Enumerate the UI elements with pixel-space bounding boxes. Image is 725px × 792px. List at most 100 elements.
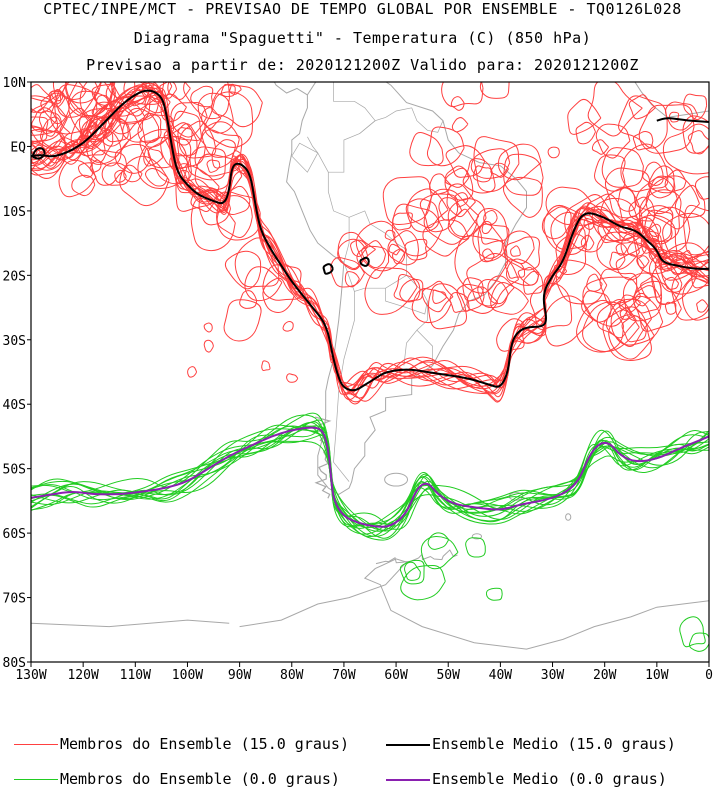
member-contour-15	[605, 298, 652, 347]
member-contour-15	[654, 250, 699, 293]
coastline-antarctic-peninsula	[375, 549, 458, 565]
member-contour-15	[67, 82, 113, 118]
ensemble-mean-line-15	[31, 89, 709, 392]
member-contour-15	[52, 82, 100, 118]
member-contour-15	[490, 282, 529, 315]
member-contour-15	[404, 238, 428, 261]
legend-swatch	[14, 779, 58, 780]
member-contour-15	[580, 234, 595, 251]
member-contour-0	[404, 561, 421, 581]
member-contour-15	[187, 366, 198, 378]
member-contour-15	[111, 82, 136, 99]
y-tick-label: 10S	[3, 205, 26, 220]
y-tick-label: 50S	[3, 463, 26, 478]
member-contour-15	[595, 123, 631, 159]
member-contour-15	[39, 110, 63, 137]
member-contour-15	[262, 264, 302, 301]
member-contour-15	[426, 126, 465, 167]
member-contour-15	[490, 162, 509, 178]
member-contour-15	[477, 223, 510, 263]
axes-group: 130W 120W 110W 100W 90W 80W 70W 60W 50W 40W 30W 20W…	[3, 76, 713, 683]
member-line-0	[31, 421, 709, 538]
y-tick-label: 30S	[3, 334, 26, 349]
member-contour-0	[427, 532, 450, 550]
member-contour-15	[600, 187, 644, 244]
member-contour-0	[400, 564, 446, 601]
country-border	[333, 82, 376, 121]
member-contour-15	[159, 82, 178, 99]
member-contour-15	[90, 149, 128, 186]
member-line-15	[31, 86, 709, 395]
member-contour-15	[627, 242, 647, 257]
y-tick-label: 10N	[3, 76, 26, 91]
member-contour-15	[596, 231, 640, 271]
member-contour-15	[142, 82, 165, 103]
member-contour-15	[632, 214, 678, 275]
member-contour-15	[456, 283, 485, 312]
member-contour-15	[462, 277, 484, 302]
member-contour-15	[609, 251, 626, 270]
member-contour-15	[203, 339, 214, 353]
member-contour-15	[445, 145, 486, 178]
member-contour-15	[382, 176, 432, 226]
member-contour-15	[286, 373, 299, 383]
member-contour-15	[201, 121, 240, 158]
member-contour-15	[648, 165, 676, 194]
member-contour-15	[504, 259, 526, 279]
member-contour-15	[190, 197, 236, 252]
member-contour-15	[350, 239, 369, 257]
ensemble-mean-loop-15	[359, 256, 370, 267]
member-contour-15	[31, 141, 66, 176]
member-contour-15	[636, 255, 650, 269]
member-contour-15	[58, 159, 97, 198]
member-contour-15	[123, 82, 173, 105]
member-contour-15	[644, 206, 691, 253]
member-line-0	[31, 414, 709, 531]
country-border	[307, 136, 329, 173]
member-contour-15	[552, 264, 568, 279]
member-contour-15	[503, 230, 535, 265]
member-contour-15	[444, 167, 474, 201]
member-contour-15	[696, 299, 709, 313]
member-contour-15	[576, 299, 624, 353]
member-contour-15	[618, 294, 641, 313]
member-contour-15	[620, 143, 669, 192]
member-contour-15	[438, 197, 463, 221]
member-contour-15	[454, 235, 509, 294]
member-contour-15	[628, 94, 656, 120]
member-contour-15	[638, 104, 695, 154]
member-contour-15	[682, 278, 709, 321]
member-contour-15	[364, 267, 418, 315]
member-contour-15	[61, 82, 87, 101]
legend-label: Ensemble Medio (0.0 graus)	[432, 770, 667, 788]
member-contour-15	[211, 83, 263, 128]
members-0-group	[31, 412, 709, 652]
member-contour-15	[466, 286, 499, 314]
member-contour-15	[645, 175, 700, 230]
member-line-0	[31, 425, 709, 535]
member-contour-15	[105, 82, 151, 125]
member-line-0	[31, 426, 709, 532]
ensemble-mean-group	[31, 89, 709, 528]
member-contour-15	[649, 175, 675, 199]
member-line-0	[31, 440, 709, 541]
x-tick-label: 90W	[228, 668, 252, 683]
member-line-15	[31, 94, 709, 401]
member-contour-0	[485, 587, 503, 601]
member-contour-15	[190, 85, 214, 108]
y-tick-label: 20S	[3, 269, 26, 284]
member-contour-15	[178, 120, 217, 159]
member-contour-15	[101, 162, 133, 186]
legend-label: Ensemble Medio (15.0 graus)	[432, 735, 676, 753]
legend-entry-members-15: Membros do Ensemble (15.0 graus)	[14, 735, 349, 753]
member-contour-15	[680, 250, 694, 264]
member-contour-15	[587, 82, 643, 137]
member-contour-15	[454, 192, 469, 208]
member-contour-15	[91, 131, 122, 167]
member-contour-15	[682, 115, 709, 154]
member-contour-15	[447, 198, 487, 238]
member-contour-15	[229, 83, 242, 95]
member-contour-15	[517, 266, 539, 286]
legend-entry-mean-0: Ensemble Medio (0.0 graus)	[386, 770, 667, 788]
